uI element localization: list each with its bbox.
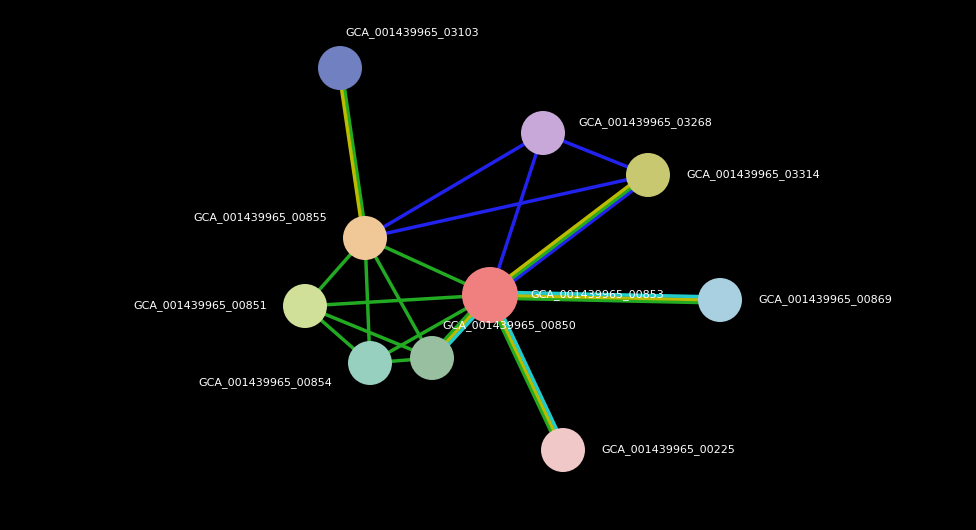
Text: GCA_001439965_00851: GCA_001439965_00851 — [134, 301, 267, 312]
Text: GCA_001439965_00853: GCA_001439965_00853 — [530, 289, 664, 301]
Circle shape — [348, 341, 392, 385]
Circle shape — [541, 428, 585, 472]
Circle shape — [626, 153, 670, 197]
Circle shape — [410, 336, 454, 380]
Text: GCA_001439965_03314: GCA_001439965_03314 — [686, 170, 820, 180]
Text: GCA_001439965_00855: GCA_001439965_00855 — [193, 213, 327, 224]
Text: GCA_001439965_00854: GCA_001439965_00854 — [198, 377, 332, 388]
Text: GCA_001439965_00225: GCA_001439965_00225 — [601, 445, 735, 455]
Circle shape — [462, 267, 518, 323]
Text: GCA_001439965_00850: GCA_001439965_00850 — [442, 321, 576, 331]
Text: GCA_001439965_03268: GCA_001439965_03268 — [578, 118, 712, 128]
Circle shape — [343, 216, 387, 260]
Text: GCA_001439965_00869: GCA_001439965_00869 — [758, 295, 892, 305]
Circle shape — [283, 284, 327, 328]
Circle shape — [698, 278, 742, 322]
Circle shape — [318, 46, 362, 90]
Text: GCA_001439965_03103: GCA_001439965_03103 — [345, 28, 478, 39]
Circle shape — [521, 111, 565, 155]
